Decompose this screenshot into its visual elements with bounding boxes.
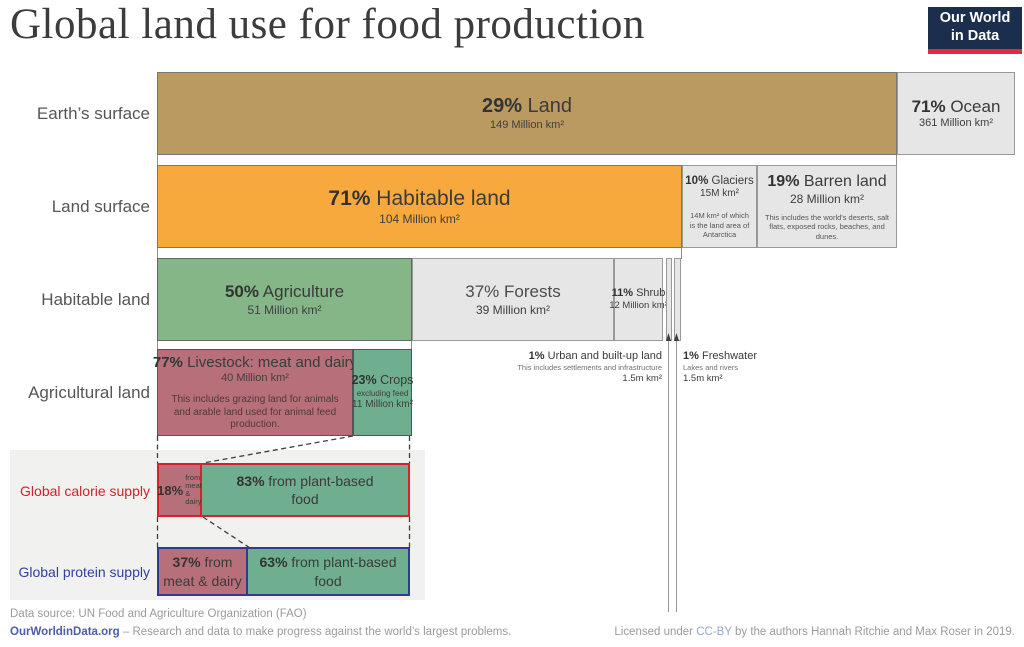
calorie-plant-name: from plant-based food xyxy=(268,472,374,507)
footer-site-line: OurWorldinData.org – Research and data t… xyxy=(10,626,511,638)
owid-logo-line1: Our World xyxy=(939,10,1011,27)
row-label-calorie-supply: Global calorie supply xyxy=(20,483,150,499)
shrub-pct: 11% xyxy=(611,286,633,299)
crops-pct: 23% xyxy=(351,373,377,388)
page-title: Global land use for food production xyxy=(10,1,645,48)
segment-habitable-land: 71% Habitable land 104 Million km² xyxy=(157,165,682,248)
owid-logo[interactable]: Our World in Data xyxy=(928,7,1022,54)
footer-source: Data source: UN Food and Agriculture Org… xyxy=(10,608,307,620)
segment-land: 29% Land 149 Million km² xyxy=(157,72,897,155)
calorie-supply-bar: 18% from meat & dairy 83% from plant-bas… xyxy=(157,463,410,517)
segment-forests: 37% Forests 39 Million km² xyxy=(412,258,614,341)
segment-shrub: 11% Shrub 12 Million km² xyxy=(609,258,668,341)
segment-agriculture: 50% Agriculture 51 Million km² xyxy=(157,258,412,341)
glaciers-pct: 10% xyxy=(685,174,709,187)
glaciers-area: 15M km² xyxy=(700,187,739,199)
row-label-habitable-land: Habitable land xyxy=(41,290,150,309)
urban-name: Urban and built-up land xyxy=(547,350,662,362)
ocean-pct: 71% xyxy=(911,97,946,116)
license-suffix: by the authors Hannah Ritchie and Max Ro… xyxy=(735,626,1015,638)
ocean-area: 361 Million km² xyxy=(919,117,993,130)
row-label-protein-supply: Global protein supply xyxy=(18,564,150,580)
segment-ocean: 71% Ocean 361 Million km² xyxy=(897,72,1015,155)
calorie-meat-pct: 18% xyxy=(157,482,184,498)
footer-license: Licensed under CC-BY by the authors Hann… xyxy=(614,626,1015,638)
glaciers-name: Glaciers xyxy=(711,174,754,187)
land-pct: 29% xyxy=(481,95,522,118)
calorie-plant-segment: 83% from plant-based food xyxy=(202,465,408,515)
land-name: Land xyxy=(527,95,573,118)
owid-site-link[interactable]: OurWorldinData.org xyxy=(10,626,120,638)
habitable-name: Habitable land xyxy=(376,186,511,210)
freshwater-note: Lakes and rivers xyxy=(683,363,739,373)
calorie-meat-dairy-segment: 18% from meat & dairy xyxy=(157,465,202,515)
cc-by-link[interactable]: CC-BY xyxy=(696,626,732,638)
segment-barren-land: 19% Barren land 28 Million km² This incl… xyxy=(757,165,897,248)
calorie-plant-pct: 83% xyxy=(236,472,265,489)
owid-logo-red-bar xyxy=(928,49,1022,54)
protein-meat-name: from meat & dairy xyxy=(163,554,242,589)
owid-logo-line2: in Data xyxy=(950,28,1000,44)
footer-tagline: – Research and data to make progress aga… xyxy=(122,626,512,638)
forests-area: 39 Million km² xyxy=(475,302,550,317)
livestock-pct: 77% xyxy=(152,353,183,371)
livestock-note: This includes grazing land for animals a… xyxy=(171,394,339,430)
segment-glaciers: 10% Glaciers 15M km² 14M km² of which is… xyxy=(682,165,757,248)
row-label-agricultural-land: Agricultural land xyxy=(28,383,150,402)
protein-plant-pct: 63% xyxy=(259,554,288,571)
protein-meat-dairy-segment: 37% from meat & dairy xyxy=(159,549,248,594)
urban-note: This includes settlements and infrastruc… xyxy=(517,363,662,373)
barren-area: 28 Million km² xyxy=(789,191,864,206)
freshwater-area: 1.5m km² xyxy=(683,373,723,385)
protein-meat-pct: 37% xyxy=(172,554,201,571)
license-prefix: Licensed under xyxy=(614,626,694,638)
urban-area: 1.5m km² xyxy=(622,373,662,385)
protein-plant-segment: 63% from plant-based food xyxy=(248,549,408,594)
protein-supply-bar: 37% from meat & dairy 63% from plant-bas… xyxy=(157,547,410,596)
barren-name: Barren land xyxy=(803,172,887,190)
agriculture-pct: 50% xyxy=(224,282,259,302)
habitable-area: 104 Million km² xyxy=(379,212,460,227)
shrub-area: 12 Million km² xyxy=(609,300,668,312)
calorie-meat-name: from meat & dairy xyxy=(185,472,202,507)
forests-name: Forests xyxy=(504,282,561,302)
habitable-pct: 71% xyxy=(328,186,371,210)
barren-pct: 19% xyxy=(767,172,800,190)
crops-qualifier: excluding feed xyxy=(356,389,409,399)
crops-area: 11 Million km² xyxy=(352,399,413,411)
ocean-name: Ocean xyxy=(950,97,1001,116)
crops-name: Crops xyxy=(380,373,414,388)
urban-pct: 1% xyxy=(528,350,545,362)
shrub-name: Shrub xyxy=(636,286,666,299)
agriculture-name: Agriculture xyxy=(262,282,345,302)
row-label-earths-surface: Earth’s surface xyxy=(36,104,150,123)
segment-crops: 23% Crops excluding feed 11 Million km² xyxy=(351,349,414,436)
agriculture-area: 51 Million km² xyxy=(247,302,322,317)
livestock-name: Livestock: meat and dairy xyxy=(187,353,358,371)
callout-freshwater: 1% Freshwater Lakes and rivers 1.5m km² xyxy=(681,349,759,386)
protein-plant-name: from plant-based food xyxy=(291,554,397,589)
livestock-area: 40 Million km² xyxy=(221,372,289,385)
callout-urban: 1% Urban and built-up land This includes… xyxy=(515,349,664,386)
freshwater-pct: 1% xyxy=(683,350,699,362)
segment-livestock: 77% Livestock: meat and dairy 40 Million… xyxy=(153,349,357,436)
glaciers-note: 14M km² of which is the land area of Ant… xyxy=(689,211,750,240)
row-label-land-surface: Land surface xyxy=(51,197,150,216)
forests-pct: 37% xyxy=(465,282,500,302)
land-area: 149 Million km² xyxy=(490,119,564,132)
freshwater-name: Freshwater xyxy=(701,350,757,362)
barren-note: This includes the world's deserts, salt … xyxy=(765,212,889,241)
